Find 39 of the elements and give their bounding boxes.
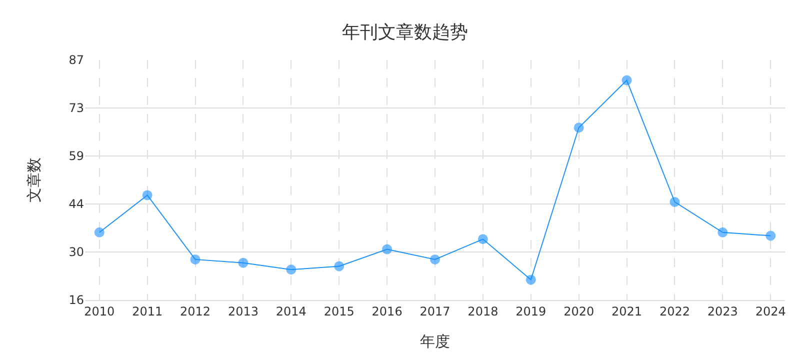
point — [766, 230, 776, 241]
point — [382, 244, 392, 254]
x-tick-label: 2010 — [84, 304, 115, 318]
point — [334, 261, 344, 272]
point — [526, 274, 536, 285]
point — [670, 196, 680, 207]
point — [190, 254, 200, 264]
x-tick-label: 2021 — [612, 304, 642, 318]
x-tick-label: 2013 — [228, 304, 258, 318]
x-tick-label: 2024 — [755, 304, 786, 318]
point — [430, 254, 440, 264]
y-tick-label: 73 — [68, 101, 84, 116]
x-tick-label: 2020 — [564, 304, 594, 318]
point — [142, 190, 152, 200]
point — [238, 258, 248, 268]
y-tick-label: 16 — [68, 293, 84, 308]
x-tick-label: 2015 — [324, 304, 354, 318]
x-tick-label: 2022 — [659, 304, 690, 318]
point — [718, 227, 728, 238]
point — [622, 75, 632, 86]
x-tick-label: 2019 — [516, 304, 546, 318]
x-tick-label: 2012 — [180, 304, 211, 318]
point — [478, 234, 488, 244]
x-tick-label: 2023 — [707, 304, 738, 318]
y-tick-label: 44 — [68, 197, 84, 212]
point — [94, 227, 104, 238]
point — [286, 264, 296, 275]
x-tick-label: 2017 — [420, 304, 450, 318]
y-tick-label: 59 — [68, 149, 84, 164]
x-tick-label: 2016 — [372, 304, 402, 318]
x-tick-label: 2014 — [276, 304, 306, 318]
x-tick-label: 2011 — [132, 304, 163, 318]
y-axis-title: 文章数 — [24, 158, 43, 202]
y-tick-label: 30 — [68, 245, 84, 260]
x-axis-title: 年度 — [420, 332, 450, 350]
y-tick-label: 87 — [68, 53, 84, 68]
x-tick-label: 2018 — [468, 304, 498, 318]
point — [574, 122, 584, 133]
chart-title: 年刊文章数趋势 — [342, 22, 468, 43]
